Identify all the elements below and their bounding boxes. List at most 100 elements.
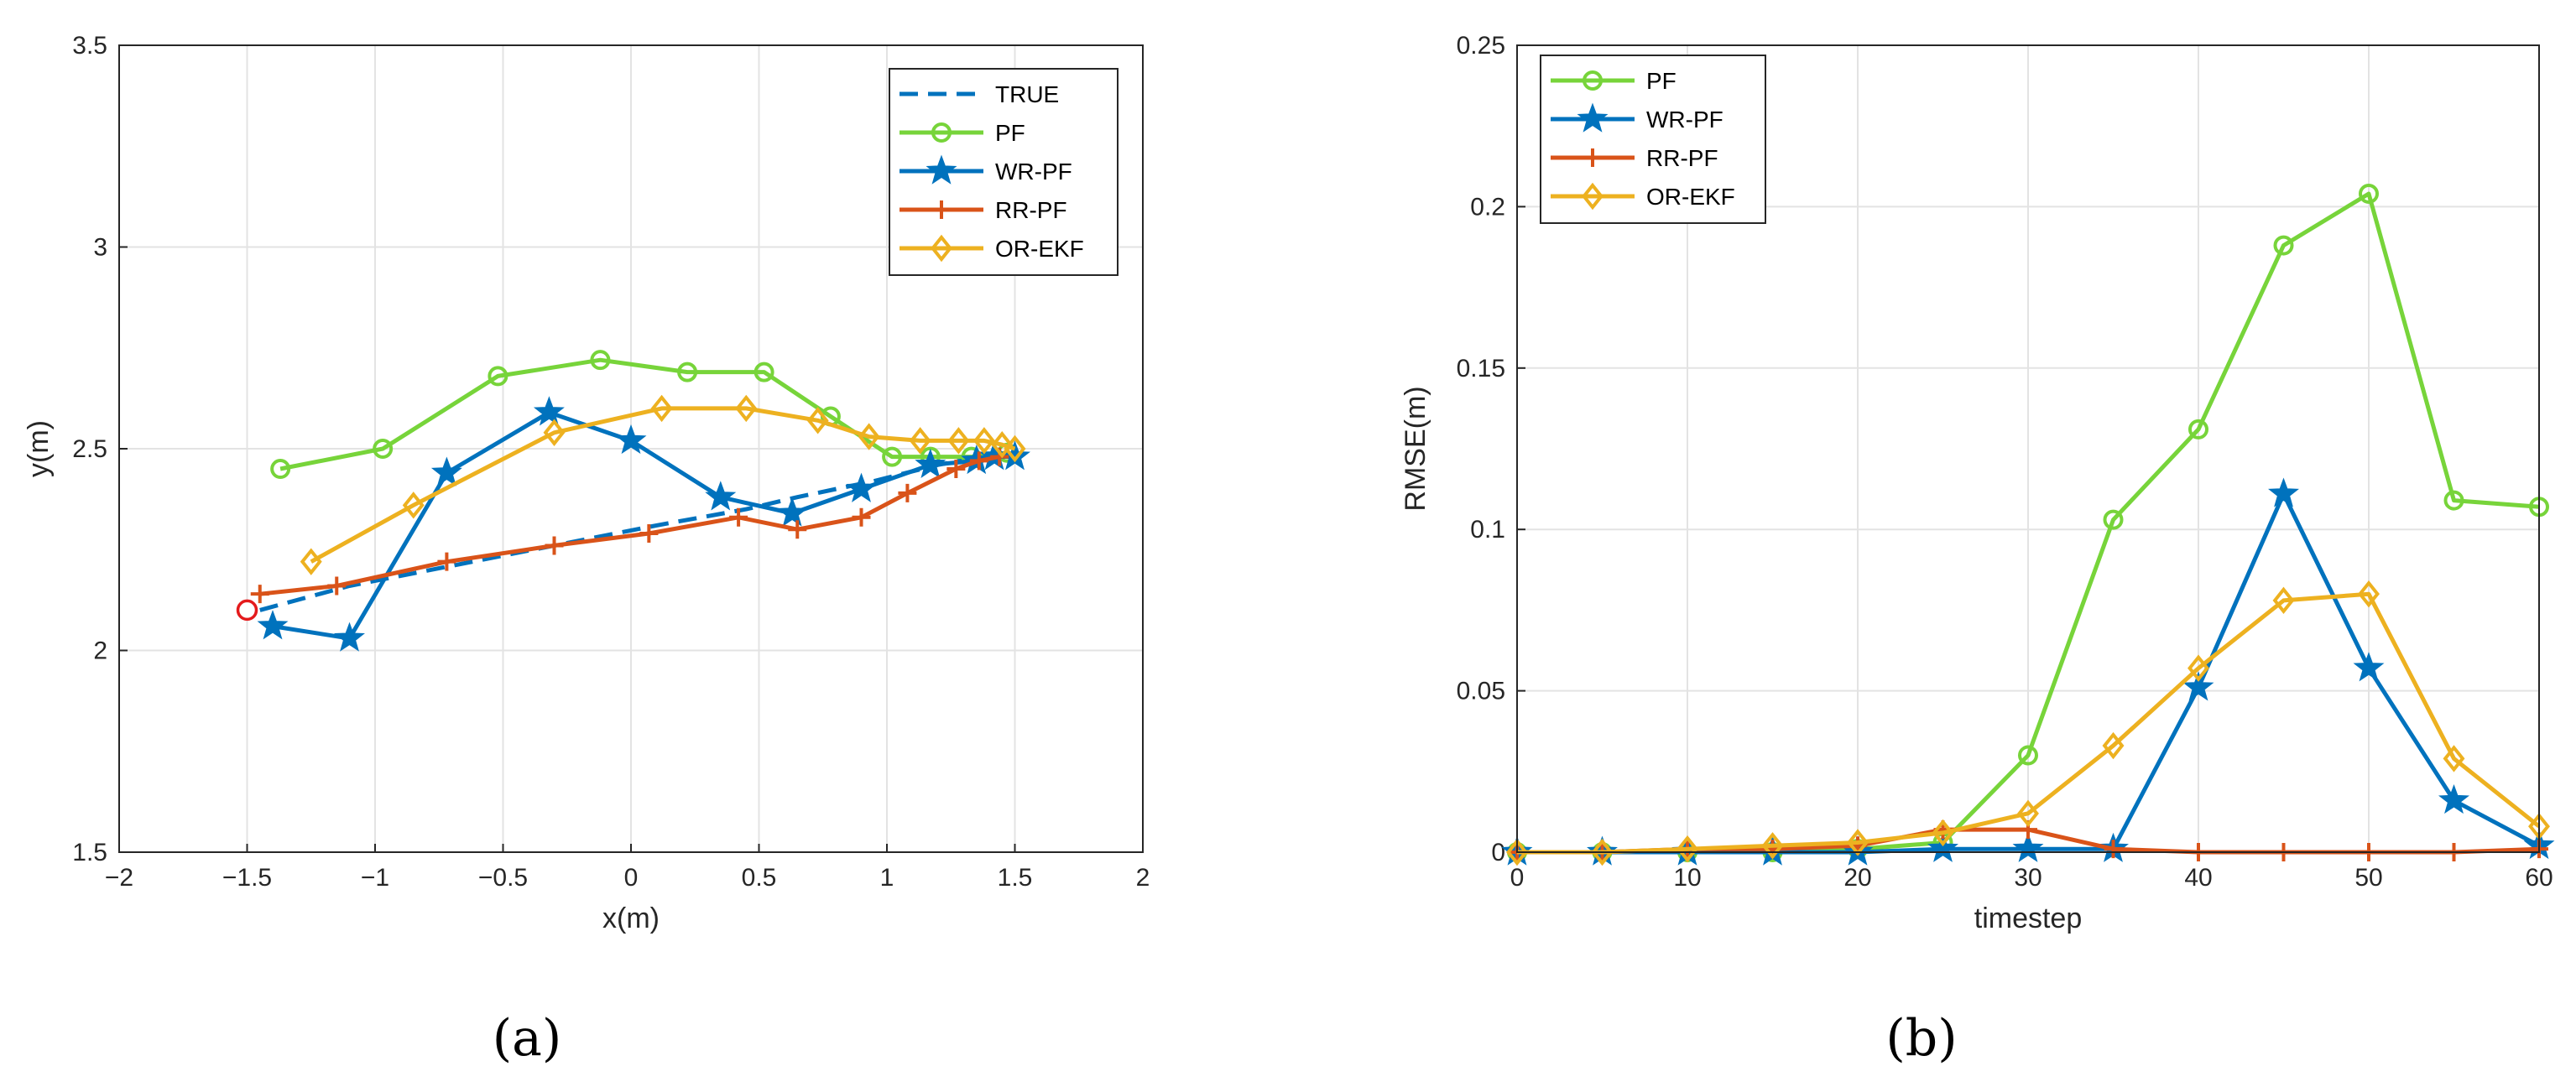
chart1-legend-marker-rr-pf bbox=[1583, 148, 1602, 167]
chart0-point-rr-pf bbox=[969, 451, 988, 471]
chart0-x-tick-label: −2 bbox=[105, 864, 133, 892]
chart1-x-tick-label: 60 bbox=[2525, 864, 2553, 892]
chart0-point-or-ekf bbox=[735, 394, 758, 423]
chart0-point-wr-pf bbox=[257, 610, 289, 640]
chart0-x-tick-label: 2 bbox=[1136, 864, 1150, 892]
chart1-series-line-or-ekf bbox=[1517, 591, 2541, 855]
chart0-y-tick-label: 3 bbox=[93, 234, 107, 262]
chart0-point-rr-pf bbox=[639, 524, 659, 544]
chart1-point-or-ekf bbox=[1932, 819, 1954, 847]
chart0-point-pf bbox=[590, 350, 611, 371]
chart1-y-tick-label: 0.1 bbox=[1470, 516, 1505, 544]
chart1-point-or-ekf bbox=[2272, 586, 2295, 615]
chart0-point-or-ekf bbox=[806, 407, 829, 434]
chart0-legend-marker-wr-pf bbox=[926, 154, 957, 185]
chart1-point-pf bbox=[2359, 184, 2379, 205]
chart0-panel-label: (a) bbox=[493, 1009, 562, 1068]
chart0-point-wr-pf bbox=[334, 622, 365, 652]
chart0-point-rr-pf bbox=[327, 576, 347, 596]
chart1-point-rr-pf bbox=[2104, 840, 2123, 859]
chart0-x-tick-label: −0.5 bbox=[478, 864, 528, 892]
chart0-point-or-ekf bbox=[1004, 434, 1026, 463]
chart0-x-tick-label: 0 bbox=[624, 864, 639, 892]
chart1-x-tick-label: 50 bbox=[2354, 864, 2382, 892]
chart1-x-tick-label: 20 bbox=[1843, 864, 1871, 892]
chart1-y-tick-label: 0.05 bbox=[1457, 678, 1505, 705]
chart1-x-tick-label: 30 bbox=[2014, 864, 2042, 892]
chart1-point-pf bbox=[2443, 490, 2464, 511]
chart0-point-or-ekf bbox=[858, 423, 880, 450]
chart0-point-pf bbox=[754, 362, 774, 382]
chart0-point-or-ekf bbox=[909, 427, 931, 455]
chart1-legend-label-wr-pf: WR-PF bbox=[1646, 107, 1723, 133]
chart0-point-wr-pf bbox=[615, 424, 647, 455]
chart1-legend-label-rr-pf: RR-PF bbox=[1646, 145, 1718, 171]
chart0-point-wr-pf bbox=[846, 472, 877, 502]
chart0-y-tick-label: 1.5 bbox=[72, 839, 107, 866]
chart0-legend-marker-pf bbox=[931, 122, 952, 143]
chart1-point-wr-pf bbox=[2353, 652, 2385, 682]
chart0-point-wr-pf bbox=[430, 456, 462, 486]
chart0-series-line-pf bbox=[279, 357, 1008, 471]
chart0-x-tick-label: −1.5 bbox=[222, 864, 272, 892]
chart0-point-rr-pf bbox=[437, 552, 456, 571]
chart1-point-or-ekf bbox=[2443, 745, 2465, 772]
chart0-legend-marker-rr-pf bbox=[932, 200, 951, 219]
chart-b: 0 10 20 30 40 50 60 0 0.05 0.1 0.15 0.2 0.25 timestep… bbox=[1400, 32, 2555, 1068]
chart0-point-or-ekf bbox=[991, 430, 1014, 459]
chart0-point-pf bbox=[882, 446, 903, 467]
chart1-x-tick-label: 40 bbox=[2184, 864, 2212, 892]
chart1-legend-marker-or-ekf bbox=[1582, 182, 1603, 211]
chart0-point-rr-pf bbox=[898, 483, 917, 502]
chart1-point-wr-pf bbox=[2268, 477, 2299, 507]
chart0-point-or-ekf bbox=[402, 492, 425, 519]
chart1-point-pf bbox=[2188, 419, 2208, 440]
chart0-legend-label-wr-pf: WR-PF bbox=[995, 159, 1072, 185]
chart0-start-point-marker bbox=[236, 599, 258, 622]
chart0-point-or-ekf bbox=[947, 427, 970, 455]
chart1-point-or-ekf bbox=[1761, 832, 1784, 860]
chart0-x-tick-label: 1 bbox=[880, 864, 894, 892]
chart0-legend-label-pf: PF bbox=[995, 120, 1025, 146]
chart1-point-wr-pf bbox=[2012, 832, 2044, 862]
chart0-point-wr-pf bbox=[705, 481, 737, 511]
chart0-series-line-or-ekf bbox=[310, 406, 1016, 564]
chart0-point-rr-pf bbox=[545, 536, 564, 555]
chart0-axes-frame bbox=[118, 44, 1144, 853]
chart1-point-pf bbox=[2103, 509, 2124, 530]
chart0-point-rr-pf bbox=[946, 460, 966, 479]
chart1-point-or-ekf bbox=[2358, 580, 2380, 608]
chart1-x-tick-label: 10 bbox=[1673, 864, 1701, 892]
chart0-point-or-ekf bbox=[543, 419, 566, 446]
chart1-legend-marker-pf bbox=[1583, 70, 1603, 91]
chart1-y-tick-label: 0.15 bbox=[1457, 355, 1505, 382]
chart0-point-pf bbox=[270, 459, 291, 480]
chart0-point-wr-pf bbox=[915, 448, 946, 478]
chart0-x-tick-label: 1.5 bbox=[998, 864, 1033, 892]
chart0-point-rr-pf bbox=[852, 507, 871, 527]
chart1-legend-marker-wr-pf bbox=[1577, 102, 1609, 133]
chart1-axes-frame bbox=[1516, 44, 2540, 853]
chart0-point-rr-pf bbox=[250, 585, 269, 604]
chart1-point-wr-pf bbox=[1927, 832, 1958, 862]
chart1-point-or-ekf bbox=[2017, 799, 2039, 828]
chart-a: −2 −1.5 −1 −0.5 0 0.5 1 1.5 2 1.5 2 2.5 3 3.5 x(m) y(m)… bbox=[23, 32, 1150, 1068]
chart0-x-tick-label: −1 bbox=[361, 864, 389, 892]
chart1-x-tick-label: 0 bbox=[1510, 864, 1525, 892]
chart0-y-axis-label: y(m) bbox=[23, 420, 55, 477]
chart1-point-or-ekf bbox=[1591, 838, 1614, 866]
chart1-y-tick-label: 0 bbox=[1491, 839, 1505, 866]
chart0-point-or-ekf bbox=[650, 394, 673, 423]
chart1-x-axis-label: timestep bbox=[1974, 903, 2083, 934]
chart0-point-or-ekf bbox=[300, 548, 322, 575]
chart0-y-tick-label: 2.5 bbox=[72, 435, 107, 463]
chart1-panel-label: (b) bbox=[1885, 1009, 1957, 1068]
chart0-point-pf bbox=[373, 439, 394, 459]
chart1-y-tick-label: 0.2 bbox=[1470, 193, 1505, 221]
chart0-point-wr-pf bbox=[533, 396, 565, 426]
chart0-point-rr-pf bbox=[788, 520, 807, 539]
chart1-point-pf bbox=[2273, 235, 2294, 256]
chart1-y-tick-label: 0.25 bbox=[1457, 32, 1505, 60]
chart0-point-or-ekf bbox=[973, 427, 995, 455]
